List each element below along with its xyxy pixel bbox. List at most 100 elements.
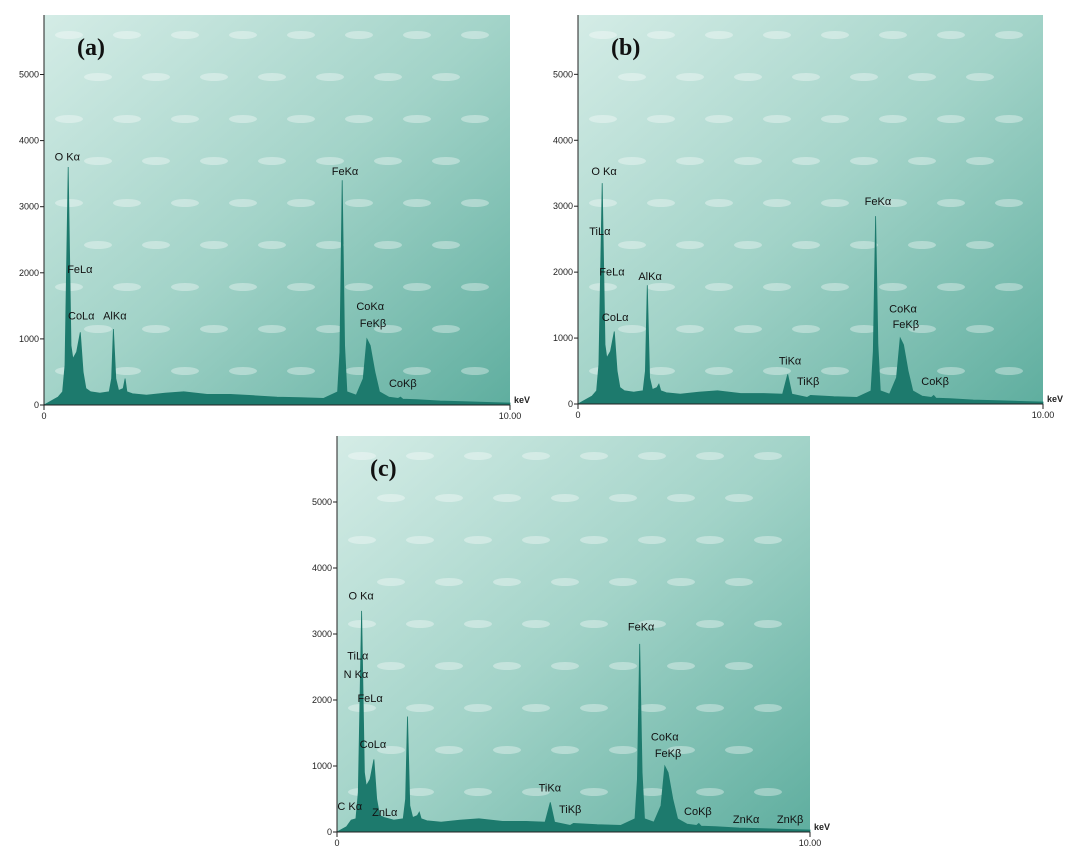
decor	[287, 367, 315, 375]
x-tick-label: 0	[334, 838, 339, 847]
plot-background	[337, 436, 810, 832]
y-tick-label: 5000	[553, 69, 573, 79]
decor	[142, 157, 170, 165]
decor	[792, 325, 820, 333]
decor	[696, 704, 724, 712]
decor	[850, 241, 878, 249]
decor	[258, 73, 286, 81]
decor	[734, 157, 762, 165]
decor	[647, 31, 675, 39]
decor	[171, 115, 199, 123]
decor	[937, 283, 965, 291]
decor	[348, 452, 376, 460]
decor	[850, 73, 878, 81]
decor	[464, 788, 492, 796]
decor	[647, 367, 675, 375]
decor	[763, 283, 791, 291]
decor	[647, 283, 675, 291]
decor	[406, 788, 434, 796]
decor	[345, 283, 373, 291]
panel-title: (a)	[77, 35, 105, 61]
decor	[522, 452, 550, 460]
peak-label: FeLα	[599, 266, 625, 278]
peak-label: TiKα	[779, 355, 802, 367]
chart-panel: 0 1000 2000 3000 4000 5000 0 10.00 keV (b) O Kα TiL…	[553, 15, 1063, 420]
decor	[345, 31, 373, 39]
peak-label: CoKβ	[921, 376, 949, 388]
decor	[696, 788, 724, 796]
decor	[84, 241, 112, 249]
decor	[638, 788, 666, 796]
decor	[522, 536, 550, 544]
decor	[435, 662, 463, 670]
spectrum	[336, 610, 811, 833]
decor	[647, 199, 675, 207]
decor	[821, 283, 849, 291]
decor	[113, 283, 141, 291]
decor	[696, 452, 724, 460]
decor	[580, 452, 608, 460]
decor	[618, 241, 646, 249]
decor	[374, 73, 402, 81]
peak-label: CoLα	[360, 739, 387, 751]
peak-label: CoKα	[356, 301, 384, 313]
decor	[792, 157, 820, 165]
decor	[821, 367, 849, 375]
decor	[403, 31, 431, 39]
decor	[461, 31, 489, 39]
decor	[345, 199, 373, 207]
y-tick-label: 3000	[19, 202, 39, 212]
decor	[995, 199, 1023, 207]
peak-label: FeKα	[865, 196, 892, 208]
decor	[792, 73, 820, 81]
decor	[461, 367, 489, 375]
decor	[316, 157, 344, 165]
decor	[171, 31, 199, 39]
decor	[821, 115, 849, 123]
decor	[374, 241, 402, 249]
decor	[792, 241, 820, 249]
peak-label: ZnLα	[372, 807, 398, 819]
decor	[432, 325, 460, 333]
decor	[705, 283, 733, 291]
decor	[908, 73, 936, 81]
decor	[937, 115, 965, 123]
decor	[258, 325, 286, 333]
decor	[618, 325, 646, 333]
decor	[377, 578, 405, 586]
peak-label: O Kα	[55, 151, 81, 163]
decor	[316, 325, 344, 333]
y-tick-label: 0	[34, 400, 39, 410]
decor	[377, 662, 405, 670]
decor	[84, 157, 112, 165]
peak-label: CoKβ	[684, 806, 712, 818]
decor	[142, 325, 170, 333]
y-tick-label: 3000	[312, 629, 332, 639]
x-axis-label: keV	[1047, 394, 1063, 404]
decor	[937, 367, 965, 375]
decor	[435, 494, 463, 502]
decor	[113, 199, 141, 207]
decor	[580, 620, 608, 628]
peak-label: N Kα	[344, 669, 369, 681]
y-tick-label: 1000	[553, 333, 573, 343]
decor	[580, 704, 608, 712]
decor	[609, 578, 637, 586]
peak-label: CoKβ	[389, 378, 417, 390]
y-tick-label: 2000	[19, 268, 39, 278]
decor	[522, 620, 550, 628]
y-tick-label: 1000	[312, 761, 332, 771]
decor	[287, 199, 315, 207]
decor	[696, 536, 724, 544]
decor	[754, 704, 782, 712]
decor	[464, 536, 492, 544]
panel-title: (b)	[611, 35, 640, 61]
decor	[493, 494, 521, 502]
x-tick-label: 0	[575, 410, 580, 420]
decor	[551, 494, 579, 502]
decor	[229, 115, 257, 123]
decor	[821, 31, 849, 39]
decor	[647, 115, 675, 123]
peak-label: CoKα	[889, 303, 917, 315]
decor	[229, 283, 257, 291]
